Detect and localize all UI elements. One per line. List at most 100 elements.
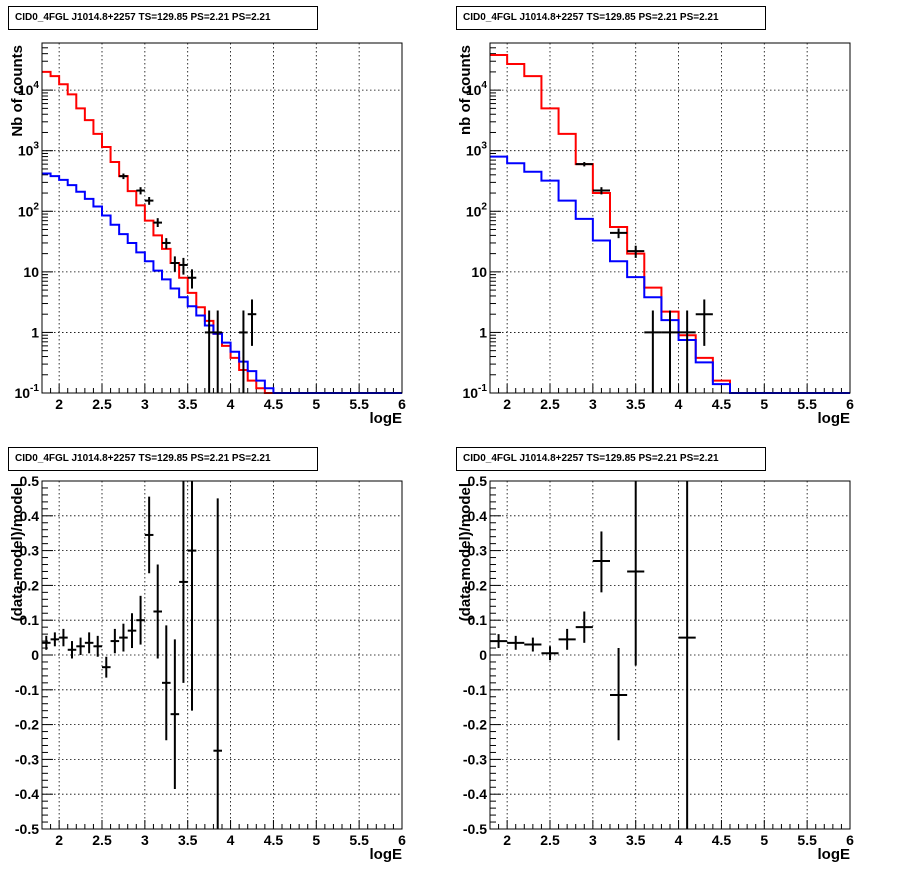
y-tick-label: 102	[466, 201, 488, 219]
panel-4-title: CID0_4FGL J1014.8+2257 TS=129.85 PS=2.21…	[456, 447, 766, 471]
y-tick-label: -0.1	[463, 682, 487, 698]
panel-2: 2 2.5 3 3.5 4 4.5 5 5.5 6 10-1 1 10 102 103 104 logE nb …	[457, 42, 854, 427]
x-tick-label: 5.5	[349, 396, 369, 412]
data-point	[678, 481, 696, 829]
data-point	[575, 162, 593, 167]
data-point	[695, 299, 713, 346]
x-tick-label: 3	[141, 396, 149, 412]
y-tick-label: 0.1	[468, 612, 488, 628]
data-point	[213, 310, 222, 393]
data-point	[84, 632, 94, 654]
y-tick-label: -0.3	[15, 751, 39, 767]
x-tick-label: 3.5	[178, 832, 198, 848]
data-point	[162, 238, 171, 249]
x-tick-label: 5.5	[797, 832, 817, 848]
x-tick-label: 5	[312, 832, 320, 848]
data-point	[644, 310, 662, 393]
y-axis-label: nb of counts	[457, 45, 474, 135]
x-tick-label: 2.5	[92, 396, 112, 412]
y-tick-label: 10	[471, 264, 487, 280]
data-point	[153, 218, 162, 228]
y-tick-label: -0.5	[15, 821, 39, 837]
x-tick-label: 2.5	[92, 832, 112, 848]
x-tick-label: 5	[312, 396, 320, 412]
x-tick-label: 5.5	[349, 832, 369, 848]
data-point	[558, 628, 576, 650]
data-point	[592, 531, 610, 593]
data-point	[247, 299, 257, 346]
data-point	[127, 613, 137, 649]
panel-4: 2 2.5 3 3.5 4 4.5 5 5.5 6 -0.5 -0.4 -0.3 -0.2 -0.1 0 0.…	[457, 473, 854, 863]
y-tick-label: 0.5	[468, 473, 488, 489]
x-tick-label: 4.5	[264, 396, 284, 412]
y-tick-label: 10	[23, 264, 39, 280]
data-point	[187, 269, 197, 289]
x-axis-label: logE	[370, 410, 403, 427]
data-point	[119, 173, 128, 180]
data-point	[179, 257, 188, 275]
data-point	[627, 481, 645, 666]
y-tick-label: 103	[466, 141, 488, 159]
x-tick-label: 3	[589, 832, 597, 848]
data-point	[119, 623, 128, 652]
data-point	[678, 310, 696, 393]
data-point	[239, 310, 248, 393]
data-point	[541, 646, 559, 661]
y-tick-label: -0.4	[463, 786, 487, 802]
y-tick-label: 102	[18, 201, 40, 219]
panel-3: 2 2.5 3 3.5 4 4.5 5 5.5 6 -0.5 -0.4 -0.3 -0.2 -0.1 0 0.…	[9, 473, 406, 863]
data-point	[102, 656, 111, 678]
data-point	[213, 498, 222, 829]
y-tick-label: 1	[479, 324, 487, 340]
data-point	[592, 187, 610, 195]
y-tick-label: 10-1	[14, 383, 39, 401]
x-tick-label: 2.5	[540, 396, 560, 412]
y-tick-label: 104	[466, 80, 488, 98]
data-point	[179, 481, 188, 683]
y-tick-label: 0.2	[20, 577, 40, 593]
x-tick-label: 3.5	[626, 832, 646, 848]
x-tick-label: 3	[141, 832, 149, 848]
x-tick-label: 6	[398, 396, 406, 412]
x-tick-label: 2	[55, 396, 63, 412]
x-tick-label: 4.5	[712, 396, 732, 412]
x-tick-label: 2.5	[540, 832, 560, 848]
data-point	[67, 641, 77, 659]
data-point	[162, 625, 171, 741]
x-tick-label: 5	[760, 832, 768, 848]
data-point	[507, 635, 525, 650]
data-point	[93, 635, 102, 657]
data-point	[136, 187, 145, 195]
y-axis-label: Nb of counts	[9, 45, 26, 137]
plot-frame	[489, 42, 851, 394]
x-tick-label: 2	[503, 832, 511, 848]
y-tick-label: 0	[479, 647, 487, 663]
x-tick-label: 4	[227, 832, 235, 848]
x-tick-label: 3.5	[178, 396, 198, 412]
data-point	[610, 228, 628, 239]
data-point	[575, 611, 593, 643]
x-tick-label: 4.5	[264, 832, 284, 848]
y-tick-label: 104	[18, 80, 40, 98]
y-tick-label: -0.2	[15, 717, 39, 733]
x-tick-label: 5.5	[797, 396, 817, 412]
data-point	[187, 481, 197, 711]
panel-2-title: CID0_4FGL J1014.8+2257 TS=129.85 PS=2.21…	[456, 6, 766, 30]
data-point	[59, 628, 68, 647]
y-tick-label: -0.2	[463, 717, 487, 733]
x-tick-label: 6	[846, 396, 854, 412]
y-axis-label: (data-model)/model	[457, 483, 474, 621]
x-axis-label: logE	[818, 410, 851, 427]
data-point	[144, 197, 154, 205]
panel-1: 2 2.5 3 3.5 4 4.5 5 5.5 6 10-1 1 10 102 103 104 logE Nb …	[9, 42, 406, 427]
data-point	[76, 637, 85, 655]
panel-3-title: CID0_4FGL J1014.8+2257 TS=129.85 PS=2.21…	[8, 447, 318, 471]
data-point	[50, 632, 60, 647]
x-tick-label: 5	[760, 396, 768, 412]
x-tick-label: 3	[589, 396, 597, 412]
y-tick-label: 1	[31, 324, 39, 340]
y-tick-label: 0.2	[468, 577, 488, 593]
x-tick-label: 4	[675, 396, 683, 412]
data-point	[136, 595, 145, 645]
